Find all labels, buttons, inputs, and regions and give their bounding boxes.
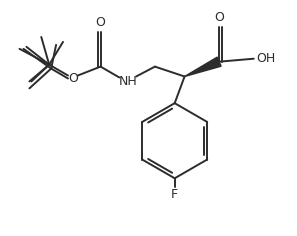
Text: O: O	[96, 16, 105, 29]
Text: NH: NH	[119, 75, 138, 88]
Text: F: F	[171, 188, 178, 201]
Text: O: O	[68, 72, 78, 85]
Text: OH: OH	[256, 52, 275, 65]
Text: O: O	[214, 11, 224, 24]
Polygon shape	[184, 57, 221, 76]
